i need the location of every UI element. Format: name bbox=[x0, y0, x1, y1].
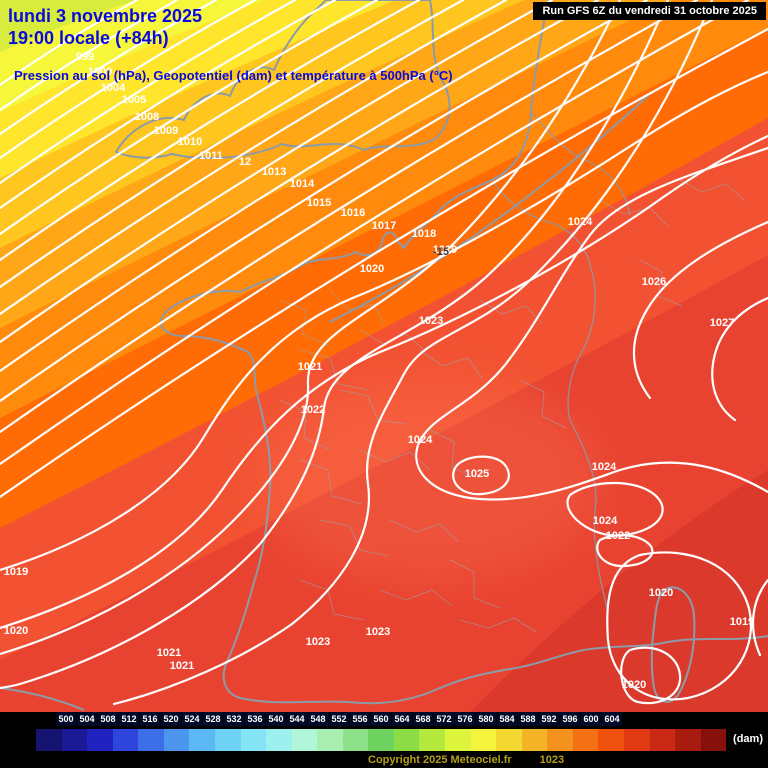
legend-swatch bbox=[445, 729, 471, 751]
legend: 500 504 508 512 516 520 524 528 532 536 540 544 548 5… bbox=[0, 712, 768, 768]
temperature-contour bbox=[329, 91, 653, 323]
copyright-text: Copyright 2025 Meteociel.fr bbox=[368, 754, 512, 766]
legend-tick: 532 bbox=[224, 712, 244, 726]
legend-swatch bbox=[317, 729, 343, 751]
legend-swatch bbox=[138, 729, 164, 751]
legend-tick: 548 bbox=[308, 712, 328, 726]
legend-swatch bbox=[112, 729, 139, 751]
legend-tick: 600 bbox=[581, 712, 601, 726]
legend-tick: 576 bbox=[455, 712, 475, 726]
legend-swatch bbox=[87, 729, 113, 751]
legend-swatch bbox=[572, 729, 599, 751]
legend-unit-label: (dam) bbox=[733, 733, 763, 745]
legend-swatch bbox=[521, 729, 548, 751]
warm-patch bbox=[260, 380, 600, 580]
weather-map bbox=[0, 0, 768, 712]
legend-swatch bbox=[214, 729, 241, 751]
legend-tick: 596 bbox=[560, 712, 580, 726]
copyright-label: Copyright 2025 Meteociel.fr 1023 bbox=[368, 754, 564, 766]
legend-tick: 520 bbox=[161, 712, 181, 726]
legend-swatch bbox=[61, 729, 88, 751]
date-label: lundi 3 novembre 2025 bbox=[8, 6, 203, 26]
legend-tick: 572 bbox=[434, 712, 454, 726]
legend-swatch bbox=[342, 729, 369, 751]
legend-swatch bbox=[419, 729, 445, 751]
legend-ticks: 500 504 508 512 516 520 524 528 532 536 540 544 548 5… bbox=[0, 712, 768, 726]
legend-tick: 528 bbox=[203, 712, 223, 726]
legend-swatch bbox=[700, 729, 727, 751]
legend-tick: 524 bbox=[182, 712, 202, 726]
border-fr-it bbox=[569, 419, 609, 613]
legend-tick: 592 bbox=[539, 712, 559, 726]
legend-swatch bbox=[675, 729, 701, 751]
legend-tick: 564 bbox=[392, 712, 412, 726]
copyright-extra: 1023 bbox=[539, 754, 565, 766]
border-fr-de bbox=[567, 264, 596, 421]
border-be-de bbox=[530, 111, 631, 216]
legend-swatch bbox=[266, 729, 292, 751]
legend-tick: 504 bbox=[77, 712, 97, 726]
isobar-contours bbox=[0, 0, 768, 706]
legend-tick: 540 bbox=[266, 712, 286, 726]
coastline-spain bbox=[0, 687, 85, 711]
run-info-box: Run GFS 6Z du vendredi 31 octobre 2025 bbox=[533, 2, 766, 20]
geopotential-band bbox=[0, 0, 264, 112]
legend-tick: 568 bbox=[413, 712, 433, 726]
legend-tick: 560 bbox=[371, 712, 391, 726]
legend-tick: 512 bbox=[119, 712, 139, 726]
legend-swatch bbox=[470, 729, 497, 751]
legend-swatch bbox=[547, 729, 573, 751]
legend-tick: 588 bbox=[518, 712, 538, 726]
time-label: 19:00 locale (+84h) bbox=[8, 28, 169, 48]
legend-tick: 556 bbox=[350, 712, 370, 726]
legend-tick: 604 bbox=[602, 712, 622, 726]
legend-swatch bbox=[623, 729, 650, 751]
legend-swatch bbox=[240, 729, 267, 751]
legend-tick: 500 bbox=[56, 712, 76, 726]
legend-tick: 516 bbox=[140, 712, 160, 726]
geopotential-band bbox=[0, 0, 136, 52]
legend-swatch bbox=[163, 729, 190, 751]
legend-tick: 544 bbox=[287, 712, 307, 726]
legend-colorbar bbox=[36, 729, 727, 751]
legend-swatch bbox=[393, 729, 420, 751]
legend-tick: 508 bbox=[98, 712, 118, 726]
legend-swatch bbox=[496, 729, 522, 751]
legend-tick: 584 bbox=[497, 712, 517, 726]
legend-swatch bbox=[649, 729, 676, 751]
border-fr-be bbox=[491, 179, 591, 266]
legend-swatch bbox=[36, 729, 62, 751]
coastline-corsica bbox=[650, 586, 696, 703]
map-title: Pression au sol (hPa), Geopotentiel (dam… bbox=[14, 68, 453, 83]
legend-swatch bbox=[291, 729, 318, 751]
legend-tick: 536 bbox=[245, 712, 265, 726]
legend-tick: 580 bbox=[476, 712, 496, 726]
legend-swatch bbox=[598, 729, 624, 751]
legend-swatch bbox=[189, 729, 215, 751]
legend-tick: 552 bbox=[329, 712, 349, 726]
legend-swatch bbox=[368, 729, 394, 751]
